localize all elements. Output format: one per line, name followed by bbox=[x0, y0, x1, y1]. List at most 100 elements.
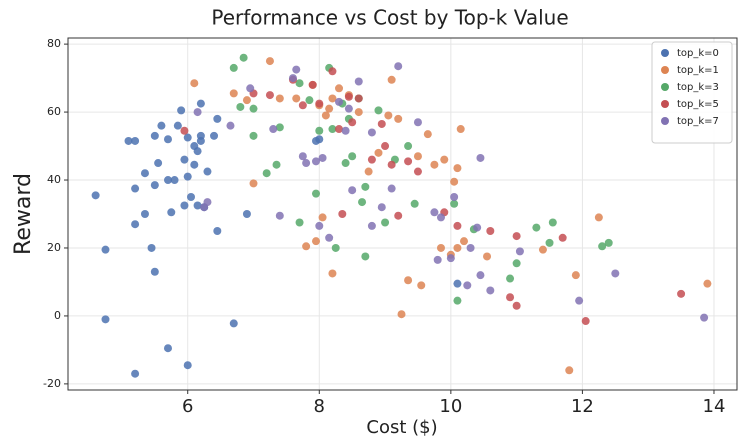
point bbox=[173, 121, 182, 130]
point bbox=[229, 89, 238, 98]
point bbox=[387, 75, 396, 84]
point bbox=[265, 91, 274, 100]
point bbox=[328, 67, 337, 76]
point bbox=[213, 226, 222, 235]
point bbox=[387, 184, 396, 193]
point bbox=[328, 269, 337, 278]
point bbox=[170, 176, 179, 185]
point bbox=[196, 136, 205, 145]
point bbox=[302, 242, 311, 251]
point bbox=[538, 245, 547, 254]
point bbox=[338, 210, 347, 218]
point bbox=[249, 131, 258, 140]
point bbox=[229, 319, 238, 328]
point bbox=[292, 94, 301, 103]
point bbox=[311, 237, 320, 246]
point bbox=[318, 153, 327, 162]
y-tick-label: 20 bbox=[47, 241, 61, 254]
point bbox=[700, 313, 709, 322]
point bbox=[131, 184, 140, 193]
point bbox=[341, 126, 350, 135]
point bbox=[315, 135, 324, 144]
point bbox=[315, 126, 324, 135]
legend-box bbox=[651, 41, 733, 144]
point bbox=[308, 80, 317, 89]
point bbox=[193, 108, 202, 117]
point bbox=[571, 271, 580, 280]
legend-marker bbox=[661, 66, 669, 74]
point bbox=[203, 167, 212, 176]
point bbox=[344, 104, 353, 113]
point bbox=[328, 125, 337, 134]
point bbox=[187, 193, 196, 202]
point bbox=[163, 176, 172, 185]
point bbox=[512, 301, 521, 310]
legend-label: top_k=0 bbox=[677, 48, 719, 59]
point bbox=[262, 169, 271, 178]
point bbox=[196, 99, 205, 108]
point bbox=[433, 255, 442, 264]
point bbox=[575, 296, 584, 305]
point bbox=[183, 361, 192, 370]
point bbox=[226, 121, 235, 130]
point bbox=[131, 220, 140, 229]
point bbox=[190, 160, 199, 169]
point bbox=[131, 136, 140, 145]
point bbox=[292, 65, 301, 74]
point bbox=[456, 125, 465, 134]
point bbox=[335, 125, 344, 134]
point bbox=[91, 191, 100, 200]
point bbox=[275, 94, 284, 103]
point bbox=[272, 160, 281, 169]
point bbox=[242, 210, 251, 218]
point bbox=[354, 108, 363, 117]
point bbox=[269, 125, 278, 134]
point bbox=[348, 152, 357, 161]
point bbox=[147, 243, 156, 252]
point bbox=[413, 118, 422, 127]
point bbox=[210, 131, 219, 140]
point bbox=[295, 218, 304, 227]
point bbox=[315, 99, 324, 108]
y-tick-label: 0 bbox=[54, 309, 61, 322]
point bbox=[394, 62, 403, 71]
point bbox=[506, 274, 515, 283]
point bbox=[611, 269, 620, 278]
point bbox=[404, 157, 413, 166]
point bbox=[453, 221, 462, 230]
point bbox=[453, 296, 462, 305]
point bbox=[354, 94, 363, 103]
y-axis-label: Reward bbox=[11, 173, 36, 255]
point bbox=[140, 169, 149, 178]
point bbox=[249, 104, 258, 113]
point bbox=[476, 153, 485, 162]
point bbox=[124, 136, 133, 145]
point bbox=[239, 53, 248, 62]
point bbox=[331, 243, 340, 252]
point bbox=[430, 208, 439, 217]
point bbox=[275, 123, 284, 132]
point bbox=[154, 159, 163, 168]
point bbox=[163, 135, 172, 144]
legend-label: top_k=3 bbox=[677, 82, 719, 93]
point bbox=[417, 281, 426, 290]
point bbox=[512, 232, 521, 241]
x-tick-label: 6 bbox=[182, 396, 193, 417]
point bbox=[288, 74, 297, 83]
point bbox=[483, 252, 492, 261]
y-tick-label: 40 bbox=[47, 173, 61, 186]
point bbox=[440, 155, 449, 164]
point bbox=[476, 271, 485, 280]
point bbox=[177, 106, 186, 115]
point bbox=[131, 369, 140, 378]
y-tick-label: 60 bbox=[47, 105, 61, 118]
point bbox=[180, 126, 189, 135]
point bbox=[394, 211, 403, 220]
point bbox=[446, 254, 455, 263]
legend-label: top_k=5 bbox=[677, 99, 719, 110]
point bbox=[229, 63, 238, 72]
point bbox=[328, 94, 337, 103]
x-tick-label: 12 bbox=[571, 396, 594, 417]
legend-marker bbox=[661, 49, 669, 57]
point bbox=[200, 203, 209, 212]
